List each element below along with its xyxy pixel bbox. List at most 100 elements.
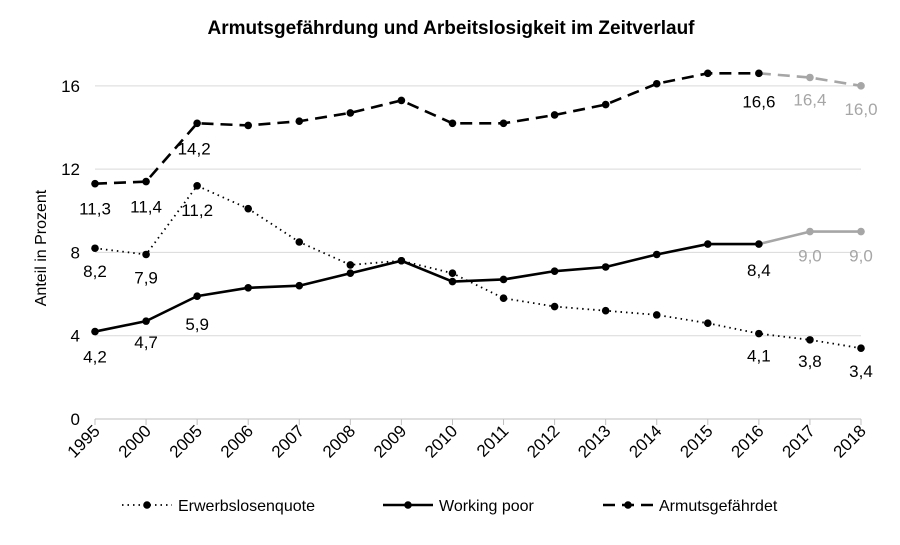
data-point xyxy=(550,111,559,119)
data-point xyxy=(193,119,201,128)
legend-item-armutsgef-hrdet: Armutsgefährdet xyxy=(603,498,778,515)
gridlines xyxy=(95,85,861,337)
series-line-working-poor xyxy=(94,242,759,333)
y-axis-title: Anteil in Prozent xyxy=(33,189,50,306)
data-label: 4,1 xyxy=(747,347,771,366)
series-line-projection-armutsgef-hrdet xyxy=(758,72,862,88)
data-point xyxy=(244,284,252,292)
series-armutsgef-hrdet xyxy=(91,69,865,188)
data-label: 11,4 xyxy=(130,198,162,217)
data-point xyxy=(295,117,304,126)
y-tick-label: 0 xyxy=(71,410,80,429)
x-tick-label: 2010 xyxy=(421,421,461,461)
data-point xyxy=(601,100,610,109)
legend-label: Working poor xyxy=(439,498,535,515)
data-point xyxy=(448,119,457,128)
data-point xyxy=(499,275,508,284)
data-label: 9,0 xyxy=(849,247,873,266)
data-point xyxy=(652,311,661,319)
data-point xyxy=(652,79,661,88)
data-point xyxy=(397,96,406,105)
data-point xyxy=(857,82,865,90)
y-tick-label: 4 xyxy=(71,327,80,346)
data-point xyxy=(448,269,457,278)
data-label: 7,9 xyxy=(134,268,158,287)
data-label: 3,4 xyxy=(849,362,873,381)
data-point xyxy=(142,317,150,325)
data-point xyxy=(601,263,610,271)
data-point xyxy=(652,250,661,259)
x-tick-label: 2013 xyxy=(574,421,614,461)
data-point xyxy=(499,119,508,128)
data-point xyxy=(806,336,814,344)
x-tick-label: 2017 xyxy=(779,421,819,461)
data-point xyxy=(806,73,814,82)
series-layer xyxy=(91,69,865,353)
data-point xyxy=(755,240,763,248)
data-point xyxy=(704,319,712,328)
data-point xyxy=(704,240,712,248)
data-point xyxy=(244,121,252,130)
data-point xyxy=(295,238,304,246)
y-tick-label: 8 xyxy=(71,243,80,262)
data-point xyxy=(857,227,865,236)
chart-title: Armutsgefährdung und Arbeitslosigkeit im… xyxy=(207,18,695,39)
data-label: 16,4 xyxy=(793,90,826,109)
data-point xyxy=(91,327,99,336)
legend-marker xyxy=(143,501,151,509)
data-point xyxy=(244,204,252,213)
data-point xyxy=(91,179,99,188)
x-tick-label: 2015 xyxy=(676,421,716,461)
data-point xyxy=(806,227,814,236)
data-point xyxy=(193,292,201,300)
data-point xyxy=(295,281,304,290)
series-line-armutsgef-hrdet xyxy=(94,72,759,185)
x-tick-label: 2011 xyxy=(473,421,512,460)
legend-marker xyxy=(404,501,412,509)
data-point xyxy=(346,261,355,269)
data-point xyxy=(857,344,865,353)
data-label: 14,2 xyxy=(178,139,211,158)
x-tick-label: 2009 xyxy=(370,421,410,461)
x-tick-label: 2005 xyxy=(166,421,206,461)
data-label: 5,9 xyxy=(185,315,209,334)
data-label: 11,2 xyxy=(181,201,213,220)
data-label: 8,4 xyxy=(747,261,771,280)
x-tick-label: 2014 xyxy=(625,421,665,461)
data-point xyxy=(704,69,712,78)
x-tick-label: 2016 xyxy=(728,421,768,461)
data-label: 11,3 xyxy=(79,200,111,219)
data-label: 8,2 xyxy=(83,262,107,281)
legend-item-erwerbslosenquote: Erwerbslosenquote xyxy=(122,498,315,515)
x-tick-label: 2018 xyxy=(830,421,870,461)
x-tick-label: 2006 xyxy=(217,421,257,461)
legend-label: Armutsgefährdet xyxy=(659,498,778,515)
data-point xyxy=(755,329,763,338)
data-point xyxy=(346,269,355,278)
x-tick-label: 2000 xyxy=(115,421,155,461)
data-label: 4,2 xyxy=(83,348,107,367)
x-tick-label: 2007 xyxy=(268,421,308,461)
series-working-poor xyxy=(91,227,865,336)
data-point xyxy=(550,267,559,275)
legend-label: Erwerbslosenquote xyxy=(178,498,315,515)
data-point xyxy=(601,306,610,315)
legend: Erwerbslosenquote Working poor Armutsgefäh… xyxy=(122,498,778,515)
x-tick-label: 2008 xyxy=(319,421,359,461)
data-point xyxy=(550,302,559,311)
data-label: 16,6 xyxy=(742,92,775,111)
data-labels: 8,2 7,9 11,2 4,1 3,8 3,4 4,2 4,7 5,9 8,4 9,0 9,0 11,… xyxy=(79,90,877,381)
legend-marker xyxy=(624,501,632,509)
series-line-erwerbslosenquote xyxy=(94,184,862,350)
data-point xyxy=(142,250,150,259)
y-tick-label: 16 xyxy=(61,77,80,96)
data-label: 4,7 xyxy=(134,333,158,352)
data-point xyxy=(142,177,150,186)
data-point xyxy=(448,277,457,286)
data-point xyxy=(91,244,99,253)
x-tick-label: 2012 xyxy=(523,421,563,461)
legend-item-working-poor: Working poor xyxy=(383,498,535,515)
y-tick-label: 12 xyxy=(61,160,80,179)
data-label: 3,8 xyxy=(798,352,822,371)
